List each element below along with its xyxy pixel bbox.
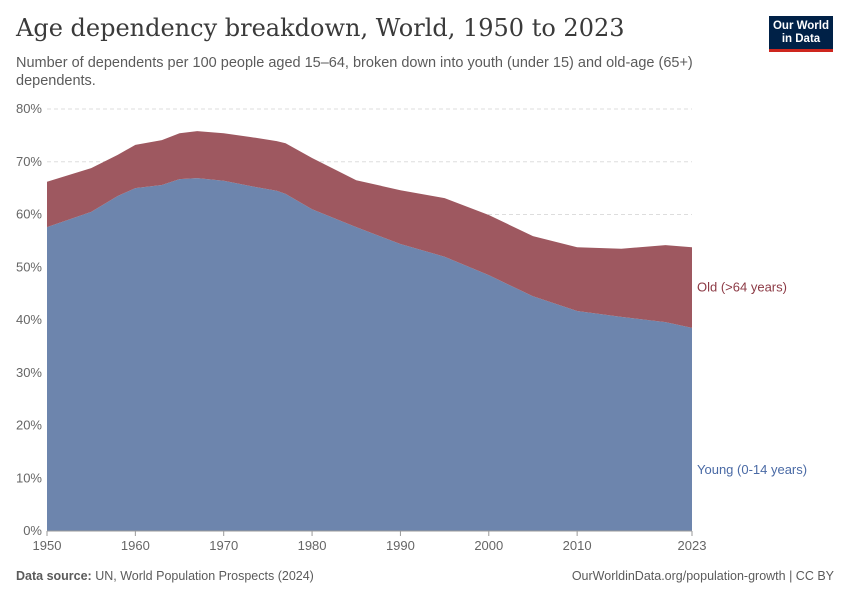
- x-tick-label: 1990: [386, 538, 415, 553]
- y-tick-label: 60%: [16, 207, 42, 222]
- owid-logo[interactable]: Our World in Data: [769, 16, 833, 52]
- area-young: [47, 178, 692, 532]
- chart-title: Age dependency breakdown, World, 1950 to…: [16, 14, 625, 42]
- series-label-old: Old (>64 years): [697, 280, 787, 295]
- area-old: [47, 131, 692, 328]
- data-source: Data source: UN, World Population Prospe…: [16, 569, 314, 583]
- logo-text: Our World in Data: [772, 20, 829, 45]
- y-tick-label: 10%: [16, 470, 42, 485]
- y-tick-label: 30%: [16, 365, 42, 380]
- x-tick-label: 1950: [33, 538, 62, 553]
- y-tick-label: 0%: [23, 523, 42, 538]
- chart-subtitle: Number of dependents per 100 people aged…: [16, 55, 693, 89]
- y-tick-label: 40%: [16, 312, 42, 327]
- x-tick-label: 1970: [209, 538, 238, 553]
- footer-link[interactable]: OurWorldinData.org/population-growth | C…: [571, 569, 834, 583]
- x-tick-label: 1960: [121, 538, 150, 553]
- source-label: Data source:: [16, 569, 92, 583]
- y-tick-label: 20%: [16, 418, 42, 433]
- source-text: UN, World Population Prospects (2024): [95, 569, 314, 583]
- x-tick-label: 2010: [563, 538, 592, 553]
- y-tick-label: 70%: [16, 154, 42, 169]
- series-label-young: Young (0-14 years): [697, 462, 807, 477]
- y-tick-label: 80%: [16, 101, 42, 116]
- x-tick-label: 1980: [298, 538, 327, 553]
- y-tick-label: 50%: [16, 259, 42, 274]
- x-tick-label: 2023: [678, 538, 707, 553]
- x-tick-label: 2000: [474, 538, 503, 553]
